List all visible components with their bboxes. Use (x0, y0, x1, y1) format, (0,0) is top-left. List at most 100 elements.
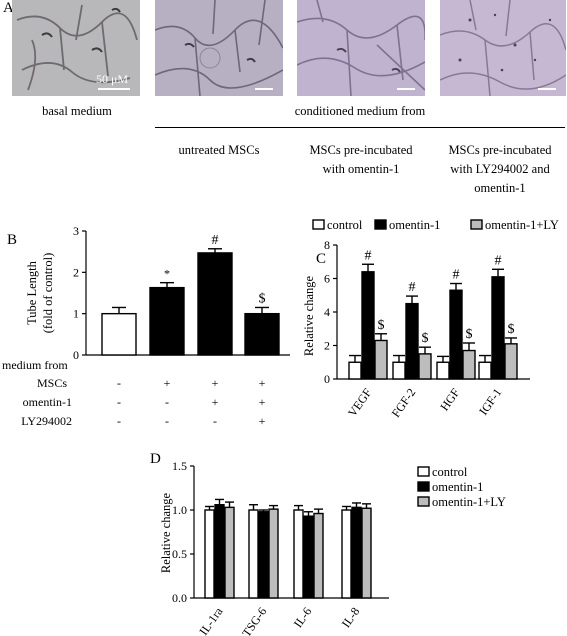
panel-b-table-cell: - (213, 414, 217, 428)
panel-d-bar (361, 507, 372, 599)
panel-c-significance-mark: # (495, 253, 502, 268)
scale-bar (255, 88, 273, 90)
panel-d-bar (248, 509, 259, 599)
panel-c-x-tick-label: FGF-2 (389, 386, 419, 420)
panel-c-legend-swatch (470, 219, 483, 230)
panel-b-table-title: medium from (2, 358, 68, 372)
scale-bar (538, 88, 556, 90)
panel-c-significance-mark: $ (378, 318, 385, 333)
panel-b-table-cell: + (212, 376, 219, 390)
micrograph-mscs-ly-omentin (440, 0, 566, 96)
panel-b-y-tick-label: 3 (73, 224, 79, 238)
panel-c-y-tick-label: 4 (324, 305, 330, 319)
panel-c-bar (449, 289, 463, 380)
panel-d-x-tick-label: IL-8 (339, 605, 363, 631)
conditioned-medium-rule (155, 127, 565, 128)
panel-c-significance-mark: # (409, 280, 416, 295)
panel-c-bar (348, 361, 362, 380)
panel-d-legend-swatch (417, 466, 430, 477)
group-label-ly-omentin: MSCs pre-incubated with LY294002 and ome… (448, 143, 552, 195)
panel-c-legend-label: omentin-1+LY (485, 218, 559, 232)
panel-d-bar (351, 506, 362, 599)
panel-c-bar (405, 302, 419, 380)
panel-d-bar (268, 508, 279, 599)
panel-d-bar (313, 512, 324, 599)
panel-b-table-cell: + (164, 376, 171, 390)
panel-c-y-tick-label: 2 (324, 339, 330, 353)
panel-c-bar (374, 339, 388, 380)
panel-c-x-tick-label: VEGF (345, 385, 375, 419)
panel-d-letter: D (150, 451, 161, 467)
panel-d-x-tick-label: IL-1ra (196, 604, 225, 636)
scale-bar (397, 88, 415, 90)
panel-b-bar (197, 252, 233, 356)
panel-c-bar (418, 353, 432, 380)
panel-d-legend-label: omentin-1+LY (432, 495, 506, 509)
panel-d-bar (341, 509, 352, 599)
conditioned-medium-label: conditioned medium from (294, 104, 426, 118)
group-label-untreated: untreated MSCs (178, 143, 260, 157)
panel-d-bar (214, 504, 225, 599)
panel-c-bar (436, 361, 450, 380)
panel-b-significance-mark: # (212, 233, 219, 248)
panel-c-significance-mark: $ (422, 331, 429, 346)
panel-c-legend-label: omentin-1 (389, 218, 440, 232)
panel-c-significance-mark: $ (466, 327, 473, 342)
panel-c-significance-mark: $ (508, 322, 515, 337)
panel-d-legend-label: control (432, 465, 468, 479)
panel-d-y-tick-label: 1.5 (172, 459, 187, 473)
panel-b-table-cell: - (117, 414, 121, 428)
panel-b-table-cell: + (259, 414, 266, 428)
panel-b-table-cell: - (117, 376, 121, 390)
panel-d-bar (303, 515, 314, 599)
scale-bar (98, 88, 130, 90)
panel-a-letter: A (3, 0, 14, 16)
panel-d-x-tick-label: IL-6 (291, 605, 315, 631)
panel-d-legend-swatch (417, 481, 430, 492)
micrograph-basal: 50 μM (12, 0, 140, 96)
panel-b-significance-mark: $ (259, 291, 266, 306)
panel-d-legend-label: omentin-1 (432, 480, 483, 494)
panel-b-y-tick-label: 1 (73, 307, 79, 321)
panel-c-y-tick-label: 6 (324, 272, 330, 286)
panel-c-y-tick-label: 0 (324, 372, 330, 386)
panel-d-y-tick-label: 0.5 (172, 547, 187, 561)
panel-d-y-label: Relative change (159, 492, 173, 573)
panel-c-bar (462, 349, 476, 380)
panel-d-bar (258, 511, 269, 599)
panel-c-bar (361, 271, 375, 380)
panel-b-table-cell: - (165, 395, 169, 409)
panel-d-y-tick-label: 1.0 (172, 503, 187, 517)
panel-d-bar (204, 509, 215, 599)
micrograph-untreated-mscs (155, 0, 283, 96)
panel-b-table-row-label: omentin-1 (23, 395, 72, 409)
panel-b-significance-mark: * (164, 267, 170, 281)
panel-b-table-row-label: MSCs (37, 376, 67, 390)
panel-c-y-label: Relative change (302, 275, 316, 356)
group-label-omentin: MSCs pre-incubated with omentin-1 (309, 143, 413, 176)
panel-b-table-cell: - (117, 395, 121, 409)
panel-b-y-label: (fold of control) (41, 253, 55, 334)
panel-b-table-cell: - (165, 414, 169, 428)
panel-d-bar (293, 509, 304, 599)
panel-b-y-tick-label: 2 (73, 265, 79, 279)
panel-c-bar (392, 361, 406, 380)
panel-d-legend-swatch (417, 496, 430, 507)
panel-c-bar (478, 361, 492, 380)
panel-c-significance-mark: # (453, 268, 460, 283)
panel-d-bar (224, 506, 235, 599)
panel-b-table-row-label: LY294002 (21, 414, 72, 428)
panel-c-bar (491, 276, 505, 380)
panel-c-significance-mark: # (365, 248, 372, 263)
panel-b-bar (149, 286, 185, 356)
panel-b-table-cell: + (212, 395, 219, 409)
scale-bar-label: 50 μM (96, 72, 129, 86)
panel-c-legend-swatch (374, 219, 387, 230)
basal-medium-label: basal medium (42, 104, 112, 118)
panel-b-bar (101, 312, 137, 356)
panel-c-bar (504, 343, 518, 380)
panel-c-letter: C (316, 251, 326, 267)
micrograph-mscs-omentin (297, 0, 425, 96)
panel-d-y-tick-label: 0.0 (172, 591, 187, 605)
